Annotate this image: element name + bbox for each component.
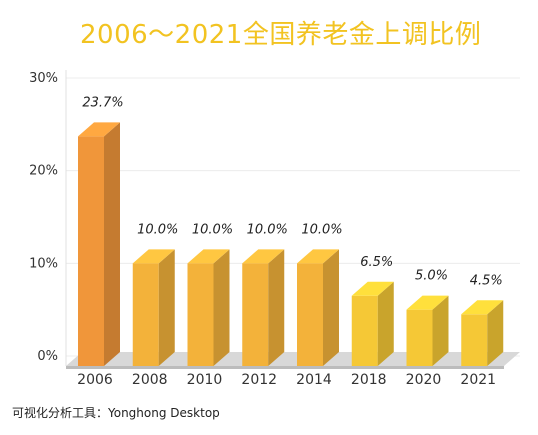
data-label: 10.0% (247, 222, 288, 237)
bar-front (187, 263, 214, 366)
bar-top (461, 300, 504, 315)
x-tick-label: 2020 (406, 372, 442, 388)
data-label: 10.0% (137, 222, 178, 237)
x-tick-label: 2008 (132, 372, 168, 388)
data-label: 23.7% (82, 95, 123, 110)
bar-side (158, 249, 175, 366)
x-tick-label: 2014 (296, 372, 332, 388)
bar-side (323, 249, 339, 366)
bar-front (406, 309, 433, 366)
x-tick-label: 2018 (351, 372, 387, 388)
data-label: 4.5% (470, 273, 503, 288)
chart-title: 2006～2021全国养老金上调比例 (80, 20, 482, 50)
bar-2021 (461, 300, 504, 366)
x-tick-label: 2006 (77, 372, 113, 388)
y-axis: 0% 10% 20% 30% (29, 70, 67, 366)
data-label: 5.0% (415, 269, 448, 284)
bar-2012 (242, 249, 285, 366)
bar-front (461, 314, 488, 366)
x-tick-label: 2010 (187, 372, 223, 388)
x-axis: 2006 2008 2010 2012 2014 2018 2020 2021 (77, 372, 496, 388)
bar-front (297, 263, 323, 366)
bar-2006 (78, 122, 120, 366)
bar-top (351, 281, 394, 296)
data-label: 6.5% (360, 255, 393, 270)
y-tick-label: 0% (37, 349, 58, 364)
x-tick-label: 2012 (241, 372, 277, 388)
bar-side (377, 281, 394, 366)
bar-top (406, 295, 449, 310)
bar-front (132, 263, 159, 366)
bar-top (297, 249, 339, 264)
data-labels: 23.7% 10.0% 10.0% 10.0% 10.0% 6.5% 5.0% 4.5% (82, 95, 502, 288)
bar-front (78, 136, 104, 366)
bar-top (187, 249, 230, 264)
bar-side (268, 249, 285, 366)
bar-side (213, 249, 230, 366)
bar-top (242, 249, 285, 264)
bar-side (104, 122, 120, 366)
bar-side (432, 295, 449, 366)
footer-note: 可视化分析工具：Yonghong Desktop (12, 406, 220, 420)
floor-edge (66, 366, 504, 369)
bar-front (351, 295, 378, 366)
data-label: 10.0% (301, 222, 342, 237)
y-tick-label: 10% (29, 256, 58, 271)
data-label: 10.0% (192, 222, 233, 237)
bar-2020 (406, 295, 449, 366)
y-tick-label: 30% (29, 71, 58, 86)
bar-2014 (297, 249, 339, 366)
bar-2008 (132, 249, 175, 366)
bar-2018 (351, 281, 394, 366)
bar-2010 (187, 249, 230, 366)
bar-top (78, 122, 120, 137)
bar-front (242, 263, 269, 366)
x-tick-label: 2021 (460, 372, 496, 388)
y-tick-label: 20% (29, 164, 58, 179)
bar-chart: 0% 10% 20% 30% 2006 2008 2010 2012 2014 2018 2020… (29, 70, 520, 388)
bar-top (132, 249, 175, 264)
bars (78, 122, 504, 366)
bar-side (487, 300, 504, 366)
